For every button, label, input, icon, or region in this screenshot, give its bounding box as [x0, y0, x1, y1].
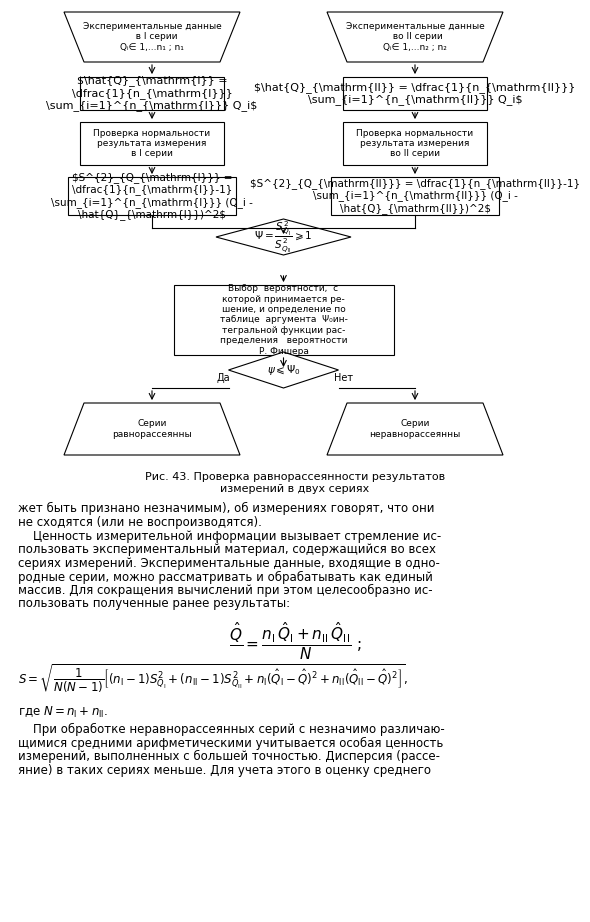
Text: родные серии, можно рассматривать и обрабатывать как единый: родные серии, можно рассматривать и обра…	[18, 571, 433, 584]
Polygon shape	[327, 403, 503, 455]
Text: измерений, выполненных с большей точностью. Дисперсия (рассе-: измерений, выполненных с большей точност…	[18, 750, 440, 763]
Text: $S^{2}_{Q_{\mathrm{I}}} = \dfrac{1}{n_{\mathrm{I}}-1} \sum_{i=1}^{n_{\mathrm{I}}: $S^{2}_{Q_{\mathrm{I}}} = \dfrac{1}{n_{\…	[51, 171, 253, 220]
Text: Выбор  вероятности,  с
которой принимается ре-
шение, и определение по
таблице  : Выбор вероятности, с которой принимается…	[219, 284, 348, 356]
Text: $\hat{Q}_{\mathrm{II}} = \dfrac{1}{n_{\mathrm{II}}} \sum_{i=1}^{n_{\mathrm{II}}}: $\hat{Q}_{\mathrm{II}} = \dfrac{1}{n_{\m…	[254, 82, 576, 105]
Text: Экспериментальные данные
  во II серии
Qᵢ∈ 1,...n₂ ; n₂: Экспериментальные данные во II серии Qᵢ∈…	[346, 22, 484, 52]
FancyBboxPatch shape	[173, 285, 394, 355]
Text: массив. Для сокращения вычислений при этом целесообразно ис-: массив. Для сокращения вычислений при эт…	[18, 584, 432, 597]
Text: где $N=n_{\mathrm{I}}+n_{\mathrm{II}}$.: где $N=n_{\mathrm{I}}+n_{\mathrm{II}}$.	[18, 705, 109, 720]
Text: Серии
равнорассеянны: Серии равнорассеянны	[112, 420, 192, 439]
Text: сериях измерений. Экспериментальные данные, входящие в одно-: сериях измерений. Экспериментальные данн…	[18, 557, 440, 570]
Polygon shape	[228, 352, 339, 388]
Text: Экспериментальные данные
   в I серии
Qᵢ∈ 1,...n₁ ; n₁: Экспериментальные данные в I серии Qᵢ∈ 1…	[83, 22, 221, 52]
Text: пользовать полученные ранее результаты:: пользовать полученные ранее результаты:	[18, 597, 290, 610]
Text: $S= \sqrt{\dfrac{1}{N(N-1)}\left[(n_{\mathrm{I}}-1)S^2_{Q_{\mathrm{I}}}+(n_{\mat: $S= \sqrt{\dfrac{1}{N(N-1)}\left[(n_{\ma…	[18, 663, 408, 695]
Text: Проверка нормальности
результата измерения
в I серии: Проверка нормальности результата измерен…	[93, 128, 211, 159]
FancyBboxPatch shape	[343, 77, 487, 110]
Text: Серии
неравнорассеянны: Серии неравнорассеянны	[369, 420, 461, 439]
Text: $\dfrac{\hat{Q}}{\ } = \dfrac{n_{\mathrm{I}}\,\hat{Q}_{\mathrm{I}} + n_{\mathrm{: $\dfrac{\hat{Q}}{\ } = \dfrac{n_{\mathrm…	[228, 621, 362, 662]
FancyBboxPatch shape	[80, 122, 224, 165]
Text: При обработке неравнорассеянных серий с незначимо различаю-: При обработке неравнорассеянных серий с …	[18, 723, 445, 736]
Polygon shape	[64, 403, 240, 455]
Text: Нет: Нет	[334, 373, 353, 383]
Text: $\Psi = \dfrac{S^{2}_{Q_{\mathrm{I}}}}{S^{2}_{Q_{\mathrm{II}}}} \geqslant 1$: $\Psi = \dfrac{S^{2}_{Q_{\mathrm{I}}}}{S…	[254, 219, 313, 254]
Text: яние) в таких сериях меньше. Для учета этого в оценку среднего: яние) в таких сериях меньше. Для учета э…	[18, 763, 431, 776]
Text: жет быть признано незначимым), об измерениях говорят, что они: жет быть признано незначимым), об измере…	[18, 502, 434, 515]
Text: пользовать экспериментальный материал, содержащийся во всех: пользовать экспериментальный материал, с…	[18, 543, 436, 557]
Polygon shape	[216, 219, 351, 255]
Text: Да: Да	[217, 373, 230, 383]
FancyBboxPatch shape	[68, 177, 236, 215]
Text: $\hat{Q}_{\mathrm{I}} = \dfrac{1}{n_{\mathrm{I}}} \sum_{i=1}^{n_{\mathrm{I}}} Q_: $\hat{Q}_{\mathrm{I}} = \dfrac{1}{n_{\ma…	[47, 76, 258, 112]
Text: не сходятся (или не воспроизводятся).: не сходятся (или не воспроизводятся).	[18, 516, 262, 529]
Text: Рис. 43. Проверка равнорассеянности результатов
измерений в двух сериях: Рис. 43. Проверка равнорассеянности резу…	[145, 472, 445, 493]
FancyBboxPatch shape	[80, 77, 224, 110]
FancyBboxPatch shape	[331, 177, 499, 215]
Text: $\psi \leqslant \Psi_0$: $\psi \leqslant \Psi_0$	[267, 363, 300, 377]
FancyBboxPatch shape	[343, 122, 487, 165]
Polygon shape	[64, 12, 240, 62]
Polygon shape	[327, 12, 503, 62]
Text: $S^{2}_{Q_{\mathrm{II}}} = \dfrac{1}{n_{\mathrm{II}}-1} \sum_{i=1}^{n_{\mathrm{I: $S^{2}_{Q_{\mathrm{II}}} = \dfrac{1}{n_{…	[250, 178, 580, 214]
Text: Ценность измерительной информации вызывает стремление ис-: Ценность измерительной информации вызыва…	[18, 530, 441, 543]
Text: Проверка нормальности
результата измерения
во II серии: Проверка нормальности результата измерен…	[356, 128, 474, 159]
Text: щимися средними арифметическими учитывается особая ценность: щимися средними арифметическими учитывае…	[18, 737, 443, 750]
